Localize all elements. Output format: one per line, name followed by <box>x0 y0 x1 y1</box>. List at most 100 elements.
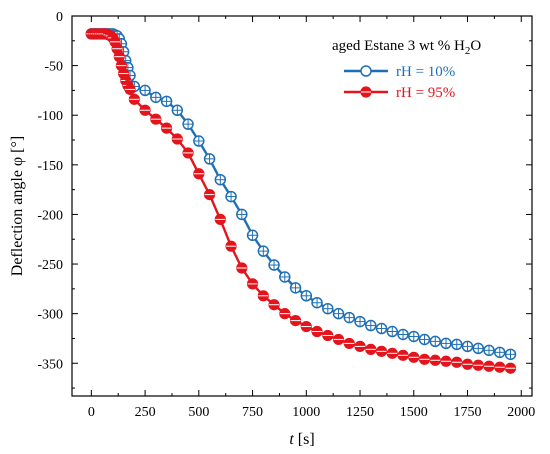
data-point <box>354 315 366 328</box>
data-point <box>193 168 205 180</box>
data-point <box>214 213 226 225</box>
legend-label: rH = 95% <box>396 85 455 101</box>
data-point <box>300 290 313 302</box>
data-point <box>246 229 259 242</box>
y-axis-label: Deflection angle φ [°] <box>9 136 26 276</box>
data-point <box>461 358 474 370</box>
data-point <box>214 173 227 186</box>
data-point <box>139 84 151 97</box>
x-axis-label: t [s] <box>289 431 314 448</box>
x-tick-label: 1750 <box>454 405 482 420</box>
data-point <box>472 359 484 371</box>
data-point <box>257 290 269 302</box>
data-point <box>332 333 345 346</box>
data-point <box>203 153 216 165</box>
data-point <box>268 299 280 311</box>
series-line <box>91 32 511 356</box>
data-point <box>472 342 485 355</box>
data-point <box>300 320 312 333</box>
data-point <box>483 360 495 372</box>
legend-title-tail: O <box>470 38 481 54</box>
legend-title-main: aged Estane 3 wt % H <box>332 38 465 54</box>
legend-entry-1: rH = 10% <box>344 64 455 80</box>
data-point <box>429 354 441 366</box>
x-tick-label: 0 <box>88 405 95 420</box>
data-point <box>483 344 495 357</box>
data-point <box>397 349 409 361</box>
legend: aged Estane 3 wt % H2O rH = 10% rH = 95% <box>332 38 481 101</box>
data-point <box>139 104 151 116</box>
data-point <box>128 93 140 105</box>
legend-title: aged Estane 3 wt % H2O <box>332 38 481 57</box>
data-point <box>171 104 184 117</box>
data-point <box>504 362 517 374</box>
data-point <box>171 133 183 145</box>
data-point <box>418 353 431 365</box>
data-point <box>386 325 399 338</box>
plot-frame <box>71 15 533 397</box>
x-tick-label: 1500 <box>400 405 428 420</box>
series-layer <box>85 28 517 374</box>
legend-marker <box>360 65 372 77</box>
data-point <box>408 330 420 343</box>
data-point <box>311 325 323 338</box>
data-point <box>311 296 323 309</box>
y-tick-label: -200 <box>37 208 63 223</box>
data-point <box>225 240 237 252</box>
data-point <box>332 307 345 320</box>
data-point <box>279 308 291 320</box>
data-point <box>504 348 517 361</box>
axis-ticks: 0 250 500 750 1000 1250 1500 1750 2000 0 -50 -100 -1… <box>37 10 535 420</box>
data-point <box>343 337 355 350</box>
data-point <box>236 262 248 274</box>
data-point <box>322 302 334 315</box>
data-point <box>279 271 291 283</box>
data-point <box>343 311 356 324</box>
data-point <box>440 355 452 367</box>
data-point <box>429 335 442 348</box>
data-point <box>236 208 248 221</box>
data-point <box>289 314 302 327</box>
x-tick-label: 250 <box>135 405 156 420</box>
series-2 <box>85 28 517 374</box>
x-tick-label: 750 <box>242 405 263 420</box>
data-point <box>150 113 162 125</box>
y-tick-label: -150 <box>37 159 63 174</box>
data-point <box>124 83 136 96</box>
data-point <box>461 340 474 353</box>
data-point <box>160 95 173 108</box>
data-point <box>203 188 216 201</box>
legend-label: rH = 10% <box>396 64 455 80</box>
y-tick-label: -100 <box>37 109 63 124</box>
data-point <box>375 322 388 335</box>
data-point <box>246 278 259 290</box>
x-axis-unit: [s] <box>294 431 315 448</box>
data-point <box>365 319 377 332</box>
x-tick-label: 2000 <box>507 405 535 420</box>
x-tick-label: 500 <box>188 405 209 420</box>
data-point <box>225 190 237 203</box>
y-tick-label: -250 <box>37 258 63 273</box>
data-point <box>494 361 506 373</box>
x-tick-label: 1000 <box>292 405 320 420</box>
y-tick-label: -300 <box>37 308 63 323</box>
data-point <box>160 122 173 134</box>
data-point <box>451 356 463 368</box>
data-point <box>397 328 409 341</box>
data-point <box>386 347 398 359</box>
data-point <box>375 345 388 357</box>
data-point <box>418 333 431 346</box>
data-point <box>193 135 205 147</box>
data-point <box>440 337 452 350</box>
data-point <box>354 340 366 352</box>
data-point <box>257 245 270 257</box>
data-point <box>150 91 162 104</box>
data-point <box>289 282 302 294</box>
data-point <box>365 343 377 355</box>
data-point <box>494 346 506 359</box>
legend-title-subscript: 2 <box>465 45 471 57</box>
data-point <box>322 329 334 342</box>
legend-entry-2: rH = 95% <box>344 85 455 101</box>
data-point <box>451 338 463 351</box>
x-axis-variable: t <box>289 431 294 448</box>
